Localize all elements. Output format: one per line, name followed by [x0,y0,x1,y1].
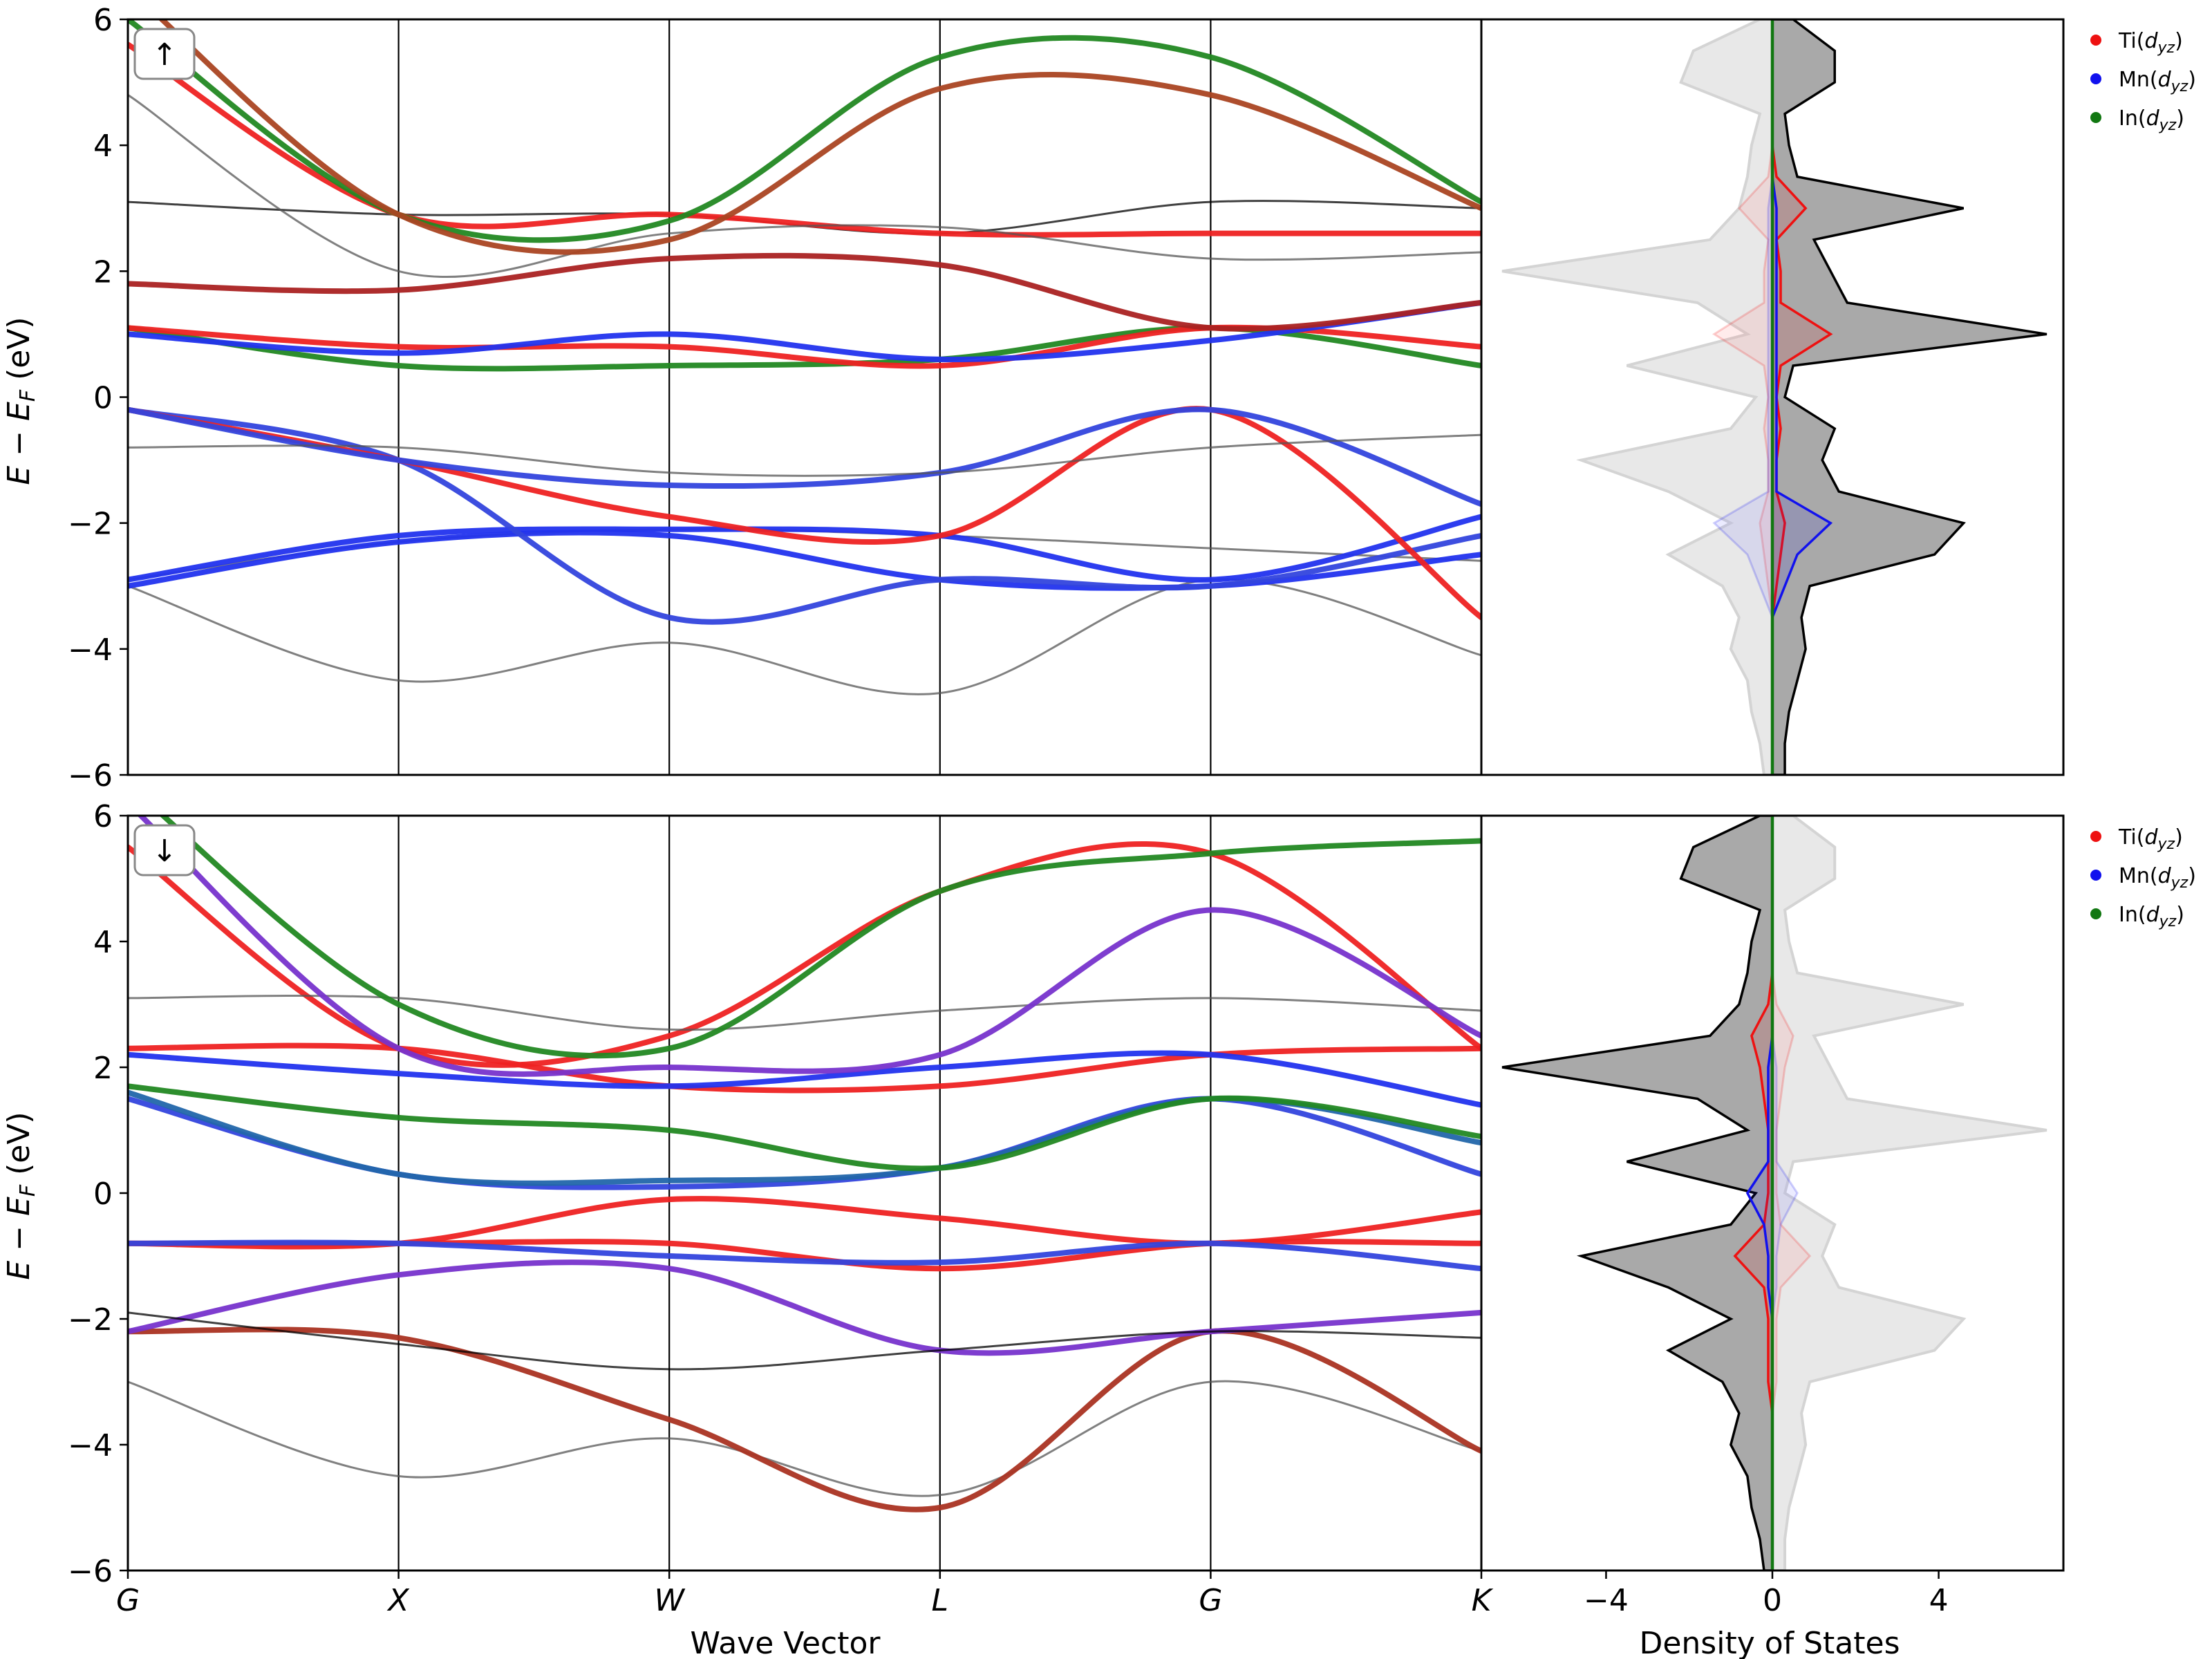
band-line [128,1196,1481,1250]
band-line [128,1239,1481,1272]
band-line [128,514,1481,583]
band-line [128,1380,1481,1497]
legend-label: Mn(dyz) [2119,864,2196,892]
kpoint-label: L [932,1583,949,1618]
dos-panel-spin-down: −4 0 4 Ti(dyz) Mn(dyz) In(dyz) [1480,814,2196,1618]
ytick-label: −6 [68,1554,113,1589]
ytick-label: 2 [93,1051,113,1086]
band-line [158,19,1481,255]
dos-panel-spin-up: Ti(dyz) Mn(dyz) In(dyz) [1480,18,2196,776]
dos-xtick-label: −4 [1584,1583,1629,1618]
band-line [128,1259,1481,1356]
ytick-label: −2 [68,1302,113,1338]
band-line [128,995,1481,1031]
dos-total-area [1771,19,2047,775]
dos-xtick-label: 4 [1929,1583,1949,1618]
band-line [128,41,1481,238]
legend-label: In(dyz) [2119,903,2184,930]
ytick-label: −4 [68,632,113,668]
band-line [137,816,1481,1077]
legend-marker [2090,73,2101,84]
dos-opposite-spin-area [1771,816,2047,1571]
ytick-label: 2 [93,254,113,290]
dos-total-area [1501,816,1774,1571]
ytick-label: 0 [93,1177,113,1212]
spin-indicator-label: ↓ [152,834,178,869]
dos-axes-frame [1480,18,2065,776]
kpoint-label: X [387,1583,410,1618]
ylabel-top: E − EF (eV) [1,317,40,485]
kpoint-label: W [654,1583,685,1618]
xlabel-bands: Wave Vector [691,1626,881,1659]
band-line [128,578,1481,695]
band-line [128,1311,1481,1371]
band-line [128,19,1481,243]
band-line [159,816,1481,1059]
legend-marker [2090,35,2101,46]
kpoint-label: K [1472,1583,1494,1618]
band-line [128,200,1481,235]
band-line [128,406,1481,507]
ytick-label: −6 [68,758,113,794]
kpoint-label: G [1199,1583,1222,1618]
legend-marker [2090,831,2101,842]
spin-indicator-box [133,824,196,877]
ylabel-bottom: E − EF (eV) [1,1112,40,1280]
legend-label: In(dyz) [2119,106,2184,134]
band-line [128,299,1481,362]
band-line [128,93,1481,279]
band-line [128,252,1481,332]
band-axes-frame [126,18,1483,776]
ytick-label: −2 [68,507,113,542]
ytick-label: 0 [93,381,113,416]
legend-marker [2090,870,2101,881]
legend-label: Ti(dyz) [2118,825,2183,853]
spin-indicator-label: ↑ [152,37,178,73]
ytick-label: 6 [93,799,113,834]
band-line [128,841,1481,1068]
ytick-label: 4 [93,129,113,164]
xlabel-dos: Density of States [1639,1626,1900,1659]
kpoint-label: G [116,1583,140,1618]
ytick-label: 6 [93,3,113,38]
dos-mn-fill [1747,816,1772,1571]
band-line [128,1050,1481,1108]
dos-ti-fill [1772,19,1831,775]
band-line [128,433,1481,477]
spin-indicator-box [133,28,196,80]
band-line [128,1042,1481,1094]
legend-marker [2090,112,2101,123]
band-panel-spin-down: −6 −4 −2 0 2 4 6 G X W L G K ↓ [68,799,1494,1618]
legend-marker [2090,908,2101,919]
ytick-label: −4 [68,1428,113,1463]
legend-label: Ti(dyz) [2118,29,2183,57]
dos-opposite-spin-area [1501,19,1774,775]
band-panel-spin-up: −6 −4 −2 0 2 4 6 ↑ [68,3,1483,794]
band-axes-frame [126,814,1483,1572]
dos-xtick-label: 0 [1763,1583,1782,1618]
band-line [128,1327,1481,1512]
ytick-label: 4 [93,925,113,960]
band-line [128,1083,1481,1172]
legend-label: Mn(dyz) [2119,68,2196,95]
